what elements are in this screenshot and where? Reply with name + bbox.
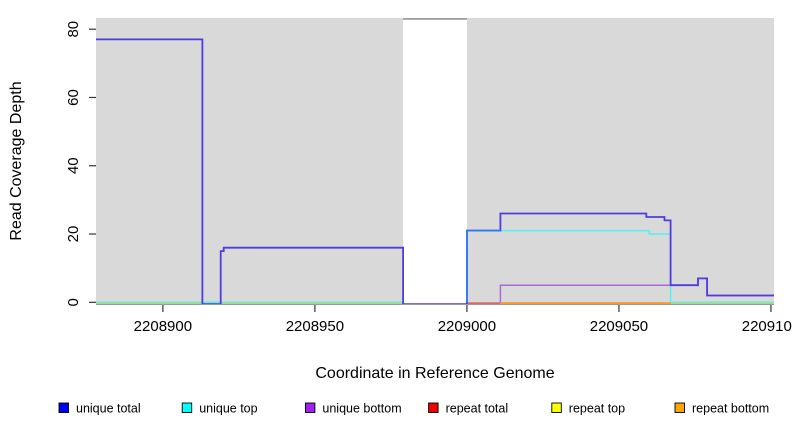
y-axis-title: Read Coverage Depth (8, 81, 25, 240)
legend-swatch-repeat-bottom (674, 402, 685, 413)
x-axis-title: Coordinate in Reference Genome (315, 365, 554, 382)
legend: unique total unique top unique bottom repea… (58, 402, 769, 416)
y-tick-label: 20 (65, 226, 82, 243)
masked-region (403, 18, 467, 305)
legend-label-repeat-bottom: repeat bottom (692, 402, 769, 416)
y-tick-label: 60 (65, 89, 82, 106)
x-tick-label: 2209000 (438, 318, 496, 335)
legend-label-unique-top: unique top (199, 402, 257, 416)
series-layer-over-mask (96, 38, 774, 306)
legend-label-unique-bottom: unique bottom (322, 402, 401, 416)
x-tick-label: 2208950 (286, 318, 344, 335)
y-tick-label: 80 (65, 21, 82, 38)
series-unique-total-over-unique-top-overlap (465, 229, 501, 303)
x-tick-label: 2208900 (134, 318, 192, 335)
legend-label-repeat-top: repeat top (569, 402, 625, 416)
legend-swatch-unique-bottom (304, 402, 316, 413)
legend-swatch-repeat-total (428, 402, 439, 413)
legend-label-unique-total: unique total (76, 402, 141, 416)
legend-swatch-repeat-top (551, 402, 562, 413)
legend-label-repeat-total: repeat total (446, 402, 509, 416)
x-tick-label: 2209050 (590, 318, 648, 335)
series-unique-total (96, 38, 774, 306)
y-tick-label: 0 (65, 298, 82, 306)
legend-swatch-unique-total (58, 402, 69, 413)
mask-rect (403, 18, 467, 305)
legend-swatch-unique-top (181, 402, 193, 413)
y-tick-label: 40 (65, 157, 82, 174)
